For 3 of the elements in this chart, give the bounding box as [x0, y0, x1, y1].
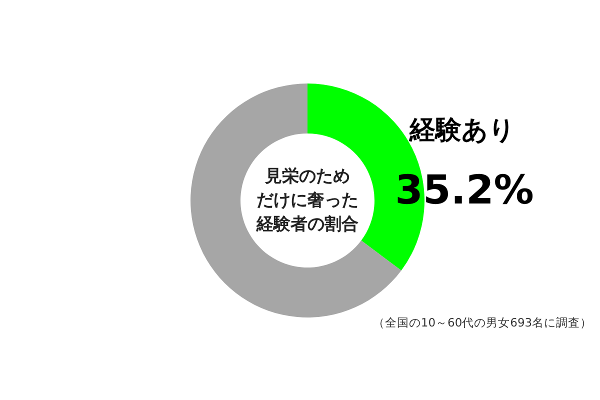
text: （全国の10～60代の男女693名に調査）	[372, 316, 592, 330]
text: 見栄のためだけに奢った経験者の割合	[256, 166, 358, 234]
slice-label: 経験あり	[408, 116, 516, 146]
